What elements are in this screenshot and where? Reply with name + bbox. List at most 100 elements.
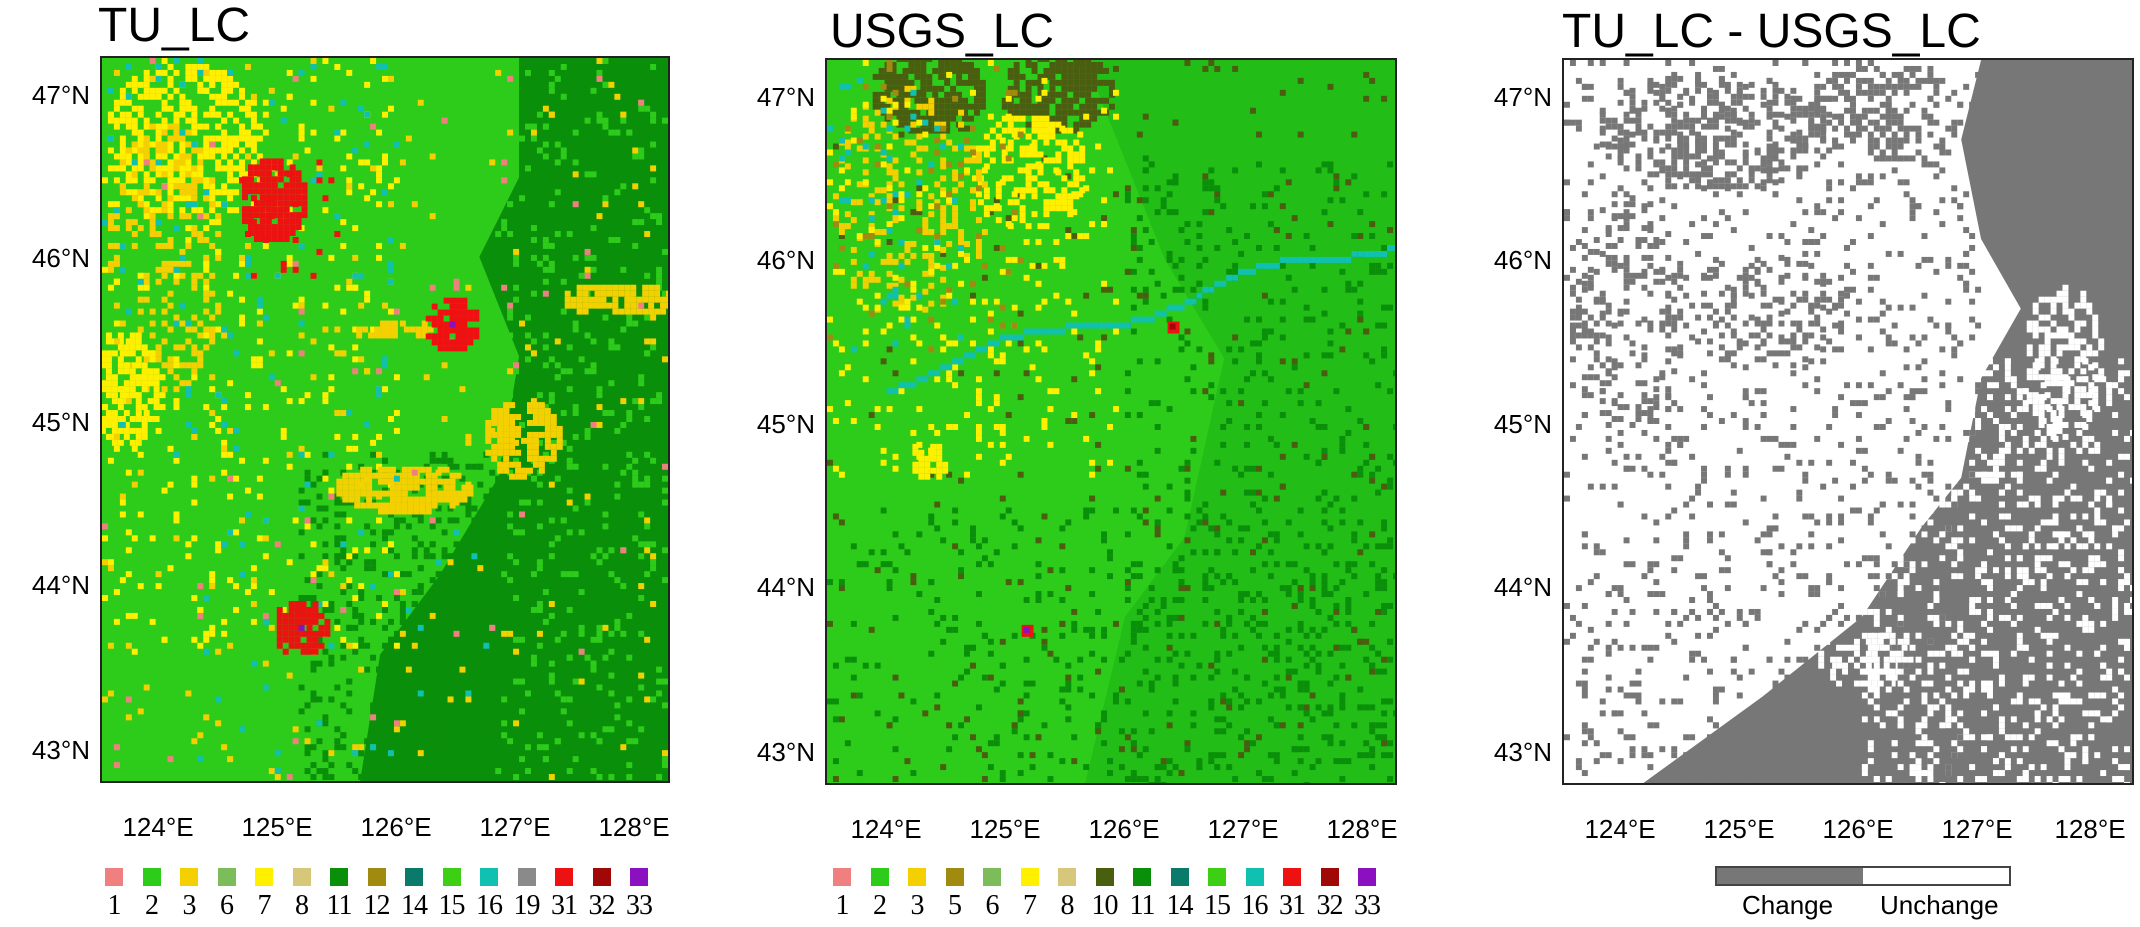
raster-cell xyxy=(417,690,424,697)
raster-cell xyxy=(554,612,561,619)
raster-cell xyxy=(131,171,138,178)
raster-cell xyxy=(1017,710,1024,717)
raster-cell xyxy=(1309,418,1316,424)
raster-cell xyxy=(956,103,963,110)
raster-cell xyxy=(117,344,124,351)
raster-cell xyxy=(179,260,186,267)
raster-cell xyxy=(277,224,284,231)
raster-cell xyxy=(393,595,400,601)
raster-cell xyxy=(1166,644,1173,651)
raster-cell xyxy=(376,368,383,375)
raster-cell xyxy=(461,327,468,334)
raster-cell xyxy=(896,85,903,92)
raster-cell xyxy=(209,583,216,590)
raster-cell xyxy=(572,553,579,560)
raster-cell xyxy=(465,463,472,470)
raster-cell xyxy=(395,496,402,503)
raster-cell xyxy=(650,111,657,118)
raster-cell xyxy=(447,463,454,470)
raster-cell xyxy=(107,642,114,649)
legend-label: 11 xyxy=(326,890,353,921)
raster-cell xyxy=(1279,692,1286,699)
raster-cell xyxy=(295,218,302,225)
raster-cell xyxy=(239,93,245,100)
raster-cell xyxy=(423,612,430,619)
raster-cell xyxy=(1357,310,1364,317)
raster-cell xyxy=(191,147,198,154)
raster-cell xyxy=(250,600,257,607)
raster-cell xyxy=(868,549,875,556)
raster-cell xyxy=(405,606,412,613)
raster-cell xyxy=(1351,537,1358,544)
raster-cell xyxy=(215,648,222,655)
raster-cell xyxy=(644,630,651,637)
raster-cell xyxy=(626,589,633,596)
raster-cell xyxy=(576,290,583,297)
raster-cell xyxy=(572,320,579,327)
raster-cell xyxy=(519,720,526,727)
raster-cell xyxy=(173,374,180,381)
raster-cell xyxy=(382,529,388,536)
raster-cell xyxy=(292,153,299,160)
raster-cell xyxy=(1357,233,1364,240)
raster-cell xyxy=(584,171,591,178)
raster-cell xyxy=(656,678,663,685)
raster-cell xyxy=(336,478,343,485)
raster-cell xyxy=(135,398,142,405)
legend-swatch xyxy=(367,868,386,886)
raster-cell xyxy=(507,129,514,136)
raster-cell xyxy=(509,431,516,438)
raster-cell xyxy=(944,60,951,62)
raster-cell xyxy=(465,648,472,655)
raster-cell xyxy=(376,493,383,500)
raster-cell xyxy=(1035,734,1042,741)
raster-cell xyxy=(964,650,970,657)
raster-cell xyxy=(449,321,456,328)
raster-cell xyxy=(1255,698,1262,705)
raster-cell xyxy=(322,720,329,727)
raster-cell xyxy=(638,469,645,476)
raster-cell xyxy=(221,445,228,452)
raster-cell xyxy=(538,414,545,420)
raster-cell xyxy=(209,195,216,202)
raster-cell xyxy=(173,535,180,542)
raster-cell xyxy=(328,571,335,578)
raster-cell xyxy=(1166,209,1173,216)
raster-cell xyxy=(1019,217,1026,224)
raster-cell xyxy=(844,656,851,663)
raster-cell xyxy=(179,207,186,214)
raster-cell xyxy=(644,690,651,697)
raster-cell xyxy=(515,473,522,480)
raster-cell xyxy=(173,159,180,166)
raster-cell xyxy=(1208,60,1215,66)
raster-cell xyxy=(370,714,377,721)
raster-cell xyxy=(602,595,609,601)
raster-cell xyxy=(113,201,120,208)
raster-cell xyxy=(1285,585,1292,592)
raster-cell xyxy=(578,612,585,619)
raster-cell xyxy=(958,477,965,484)
raster-cell xyxy=(1112,692,1119,699)
raster-cell xyxy=(473,309,480,316)
raster-cell xyxy=(113,445,120,452)
raster-cell xyxy=(304,577,311,584)
raster-cell xyxy=(662,487,668,494)
raster-cell xyxy=(987,561,994,568)
raster-cell xyxy=(382,189,388,196)
raster-cell xyxy=(203,69,210,76)
raster-cell xyxy=(594,290,601,297)
raster-cell xyxy=(489,159,496,166)
raster-cell xyxy=(271,188,278,195)
raster-cell xyxy=(962,67,969,74)
raster-cell xyxy=(602,117,609,124)
raster-cell xyxy=(244,404,251,411)
raster-cell xyxy=(1007,127,1014,134)
raster-cell xyxy=(981,181,988,188)
raster-cell xyxy=(632,559,639,566)
raster-cell xyxy=(1279,167,1286,174)
raster-cell xyxy=(298,505,305,512)
raster-cell xyxy=(310,762,317,769)
raster-cell xyxy=(608,451,615,458)
raster-cell xyxy=(467,327,474,334)
raster-cell xyxy=(1297,734,1304,741)
